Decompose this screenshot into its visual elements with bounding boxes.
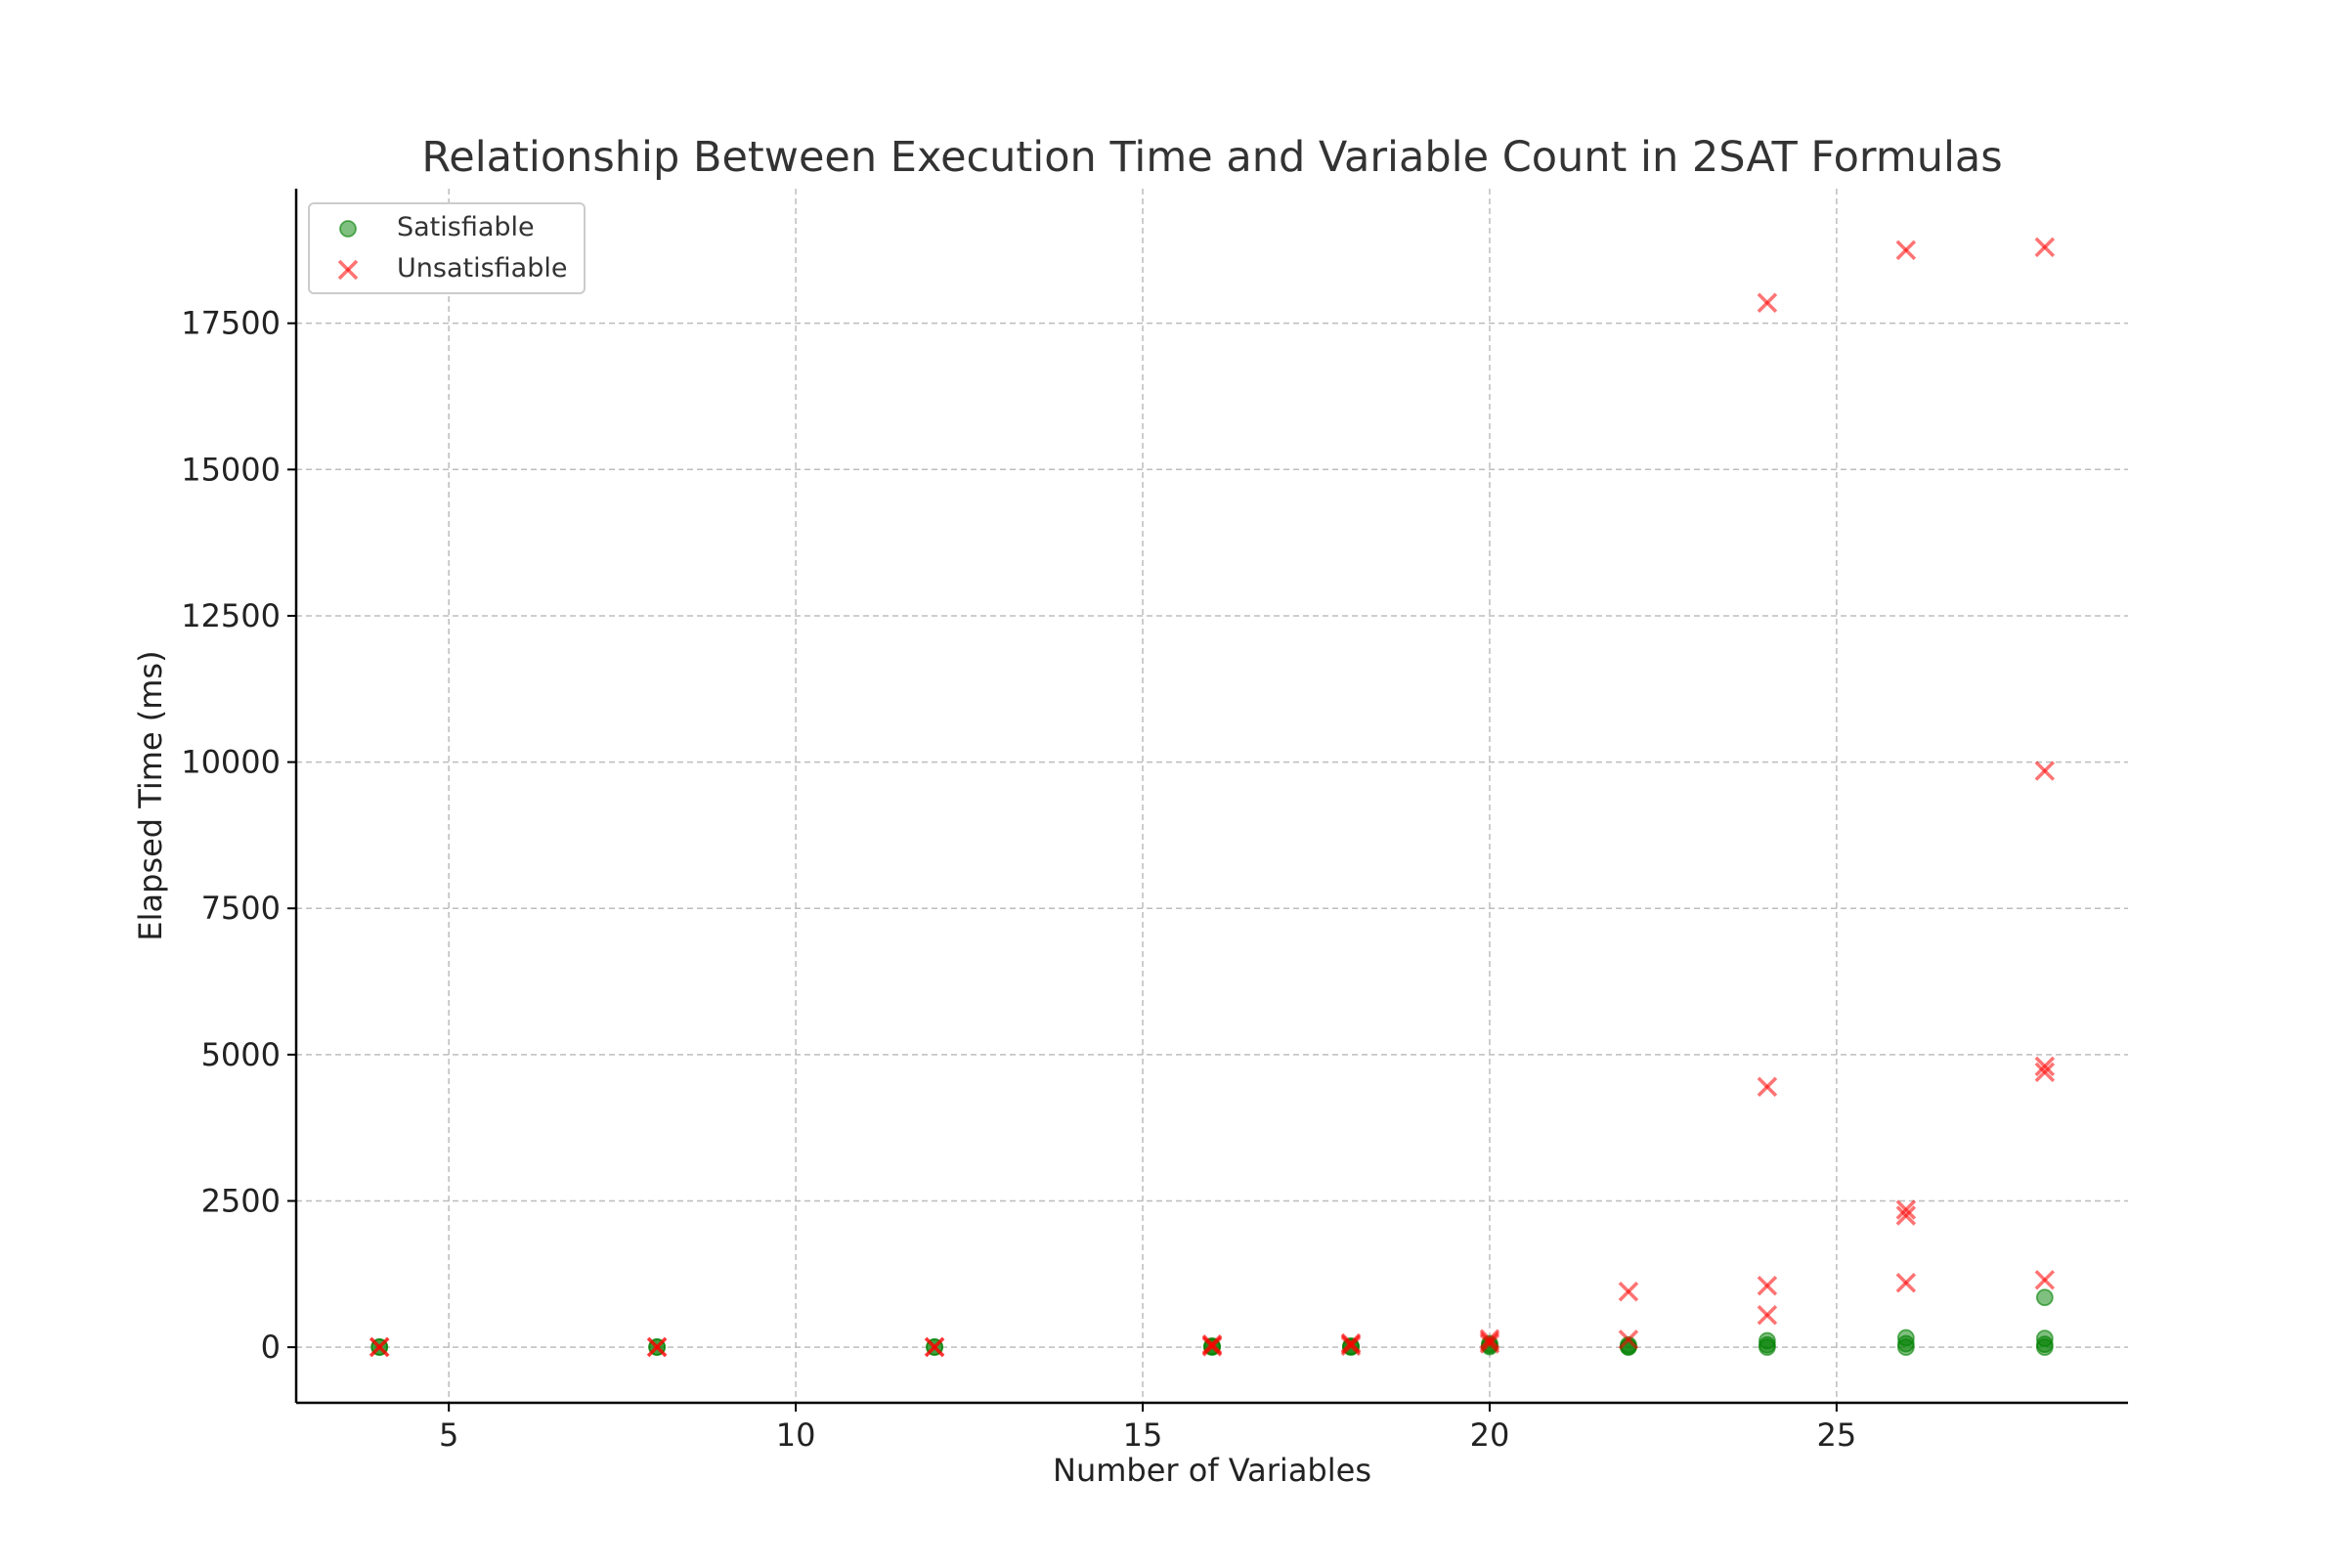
- unsatisfiable-point: [2034, 1062, 2056, 1083]
- unsatisfiable-point: [1201, 1333, 1223, 1355]
- unsatisfiable-point: [924, 1336, 945, 1358]
- satisfiable-point: [1620, 1335, 1637, 1354]
- x-tick-label: 20: [1470, 1416, 1510, 1454]
- ticks-layer: 5 10 15 20 25 0 2500 5000 7500 10000 12500 15000 175…: [181, 305, 1856, 1454]
- unsatisfiable-point: [2034, 761, 2056, 781]
- y-tick-label: 17500: [181, 305, 281, 342]
- axes-layer: [294, 189, 2128, 1405]
- y-tick-label: 0: [261, 1328, 281, 1366]
- unsatisfiable-point: [1895, 1273, 1917, 1293]
- satisfiable-point: [2035, 1329, 2054, 1348]
- unsatisfiable-point: [369, 1336, 390, 1358]
- unsatisfiable-point: [1618, 1282, 1639, 1302]
- legend-unsatisfiable-label: Unsatisfiable: [397, 253, 567, 283]
- x-axis-label: Number of Variables: [1053, 1452, 1371, 1489]
- y-tick-label: 2500: [201, 1182, 281, 1219]
- legend-satisfiable-marker: [339, 220, 357, 238]
- unsatisfiable-point: [1757, 1304, 1778, 1326]
- unsatisfiable-point: [1757, 1276, 1778, 1296]
- y-tick-label: 7500: [201, 890, 281, 927]
- unsatisfiable-point: [1618, 1329, 1639, 1350]
- y-axis-label: Elapsed Time (ms): [132, 650, 169, 940]
- y-tick-label: 10000: [181, 744, 281, 781]
- satisfiable-point: [2035, 1288, 2054, 1307]
- legend-unsatisfiable-marker: [337, 259, 359, 281]
- unsatisfiable-point: [1479, 1328, 1500, 1349]
- y-tick-label: 12500: [181, 597, 281, 634]
- unsatisfiable-point: [2034, 1056, 2056, 1077]
- grid-layer: [296, 189, 2128, 1403]
- legend: Satisfiable Unsatisfiable: [308, 202, 586, 294]
- unsatisfiable-point: [2034, 1270, 2056, 1290]
- unsatisfiable-point: [2034, 237, 2056, 258]
- unsatisfiable-point: [1757, 292, 1778, 313]
- unsatisfiable-point: [1895, 240, 1917, 261]
- legend-satisfiable-label: Satisfiable: [397, 212, 535, 242]
- x-tick-label: 5: [439, 1416, 458, 1454]
- points-layer: [369, 237, 2056, 1358]
- chart-title: Relationship Between Execution Time and …: [421, 133, 2002, 182]
- unsatisfiable-point: [1757, 1076, 1778, 1098]
- unsatisfiable-point: [646, 1336, 668, 1358]
- satisfiable-point: [1896, 1328, 1915, 1347]
- satisfiable-point: [1758, 1331, 1776, 1350]
- x-tick-label: 10: [776, 1416, 816, 1454]
- unsatisfiable-point: [1340, 1332, 1362, 1354]
- unsatisfiable-point: [1895, 1199, 1917, 1220]
- y-tick-label: 15000: [181, 451, 281, 488]
- legend-box: [308, 202, 586, 294]
- legend-x-glyph: [337, 259, 359, 281]
- y-tick-label: 5000: [201, 1036, 281, 1073]
- x-tick-label: 15: [1123, 1416, 1163, 1454]
- unsatisfiable-point: [1895, 1205, 1917, 1226]
- x-tick-label: 25: [1817, 1416, 1857, 1454]
